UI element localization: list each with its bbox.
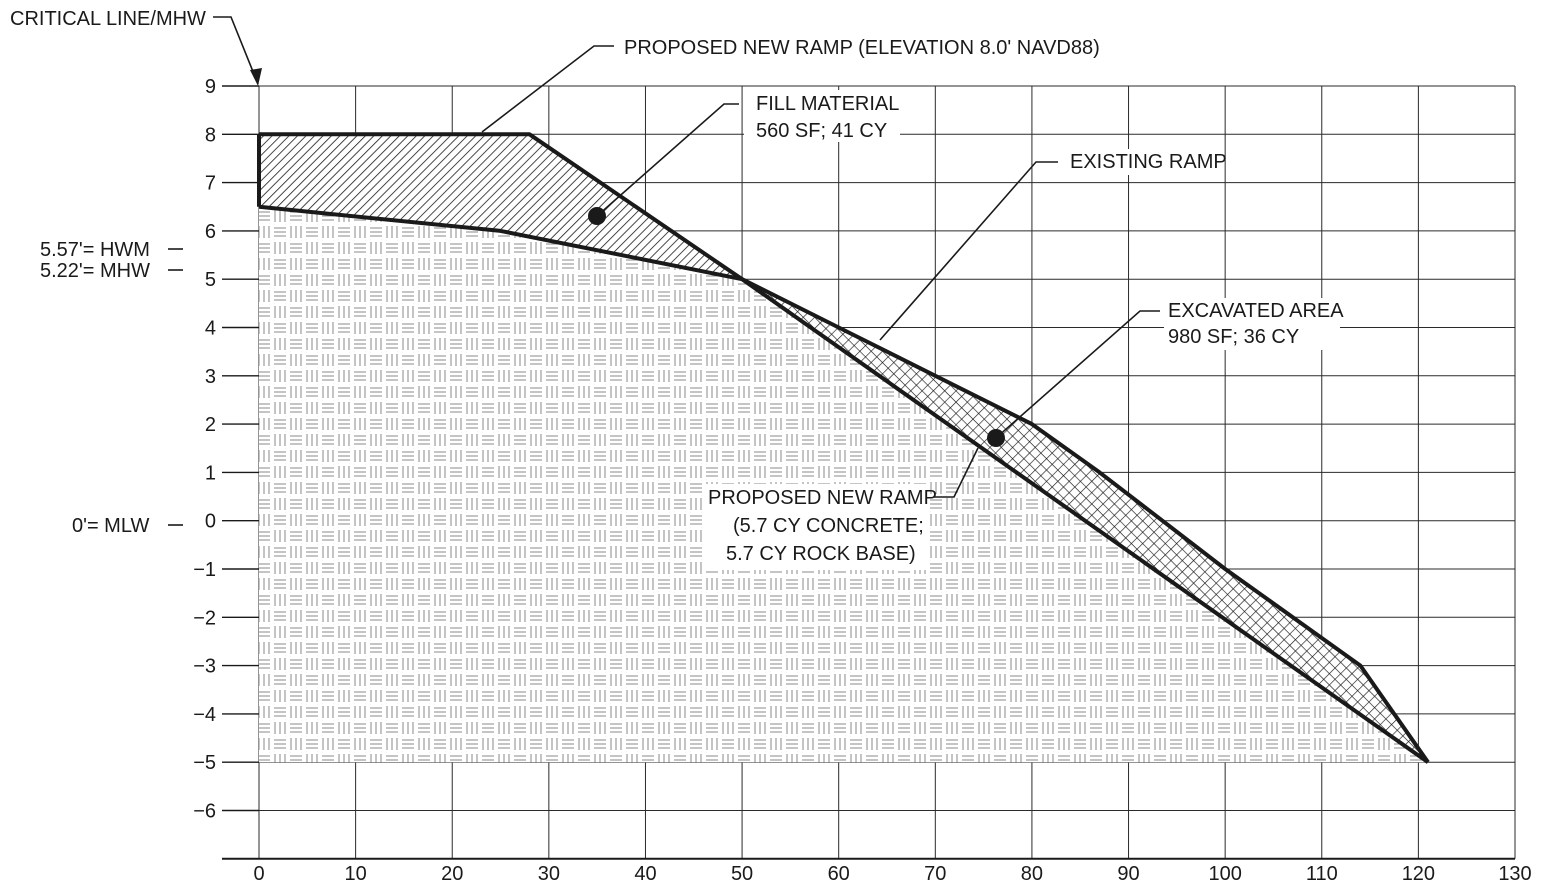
critical-line-leader bbox=[213, 16, 259, 85]
y-tick-label-13: −4 bbox=[193, 704, 216, 726]
proposed-ramp-bottom-concrete: (5.7 CY CONCRETE; bbox=[733, 515, 924, 537]
y-tick-label-4: 5 bbox=[205, 269, 216, 291]
y-tick-label-2: 7 bbox=[205, 173, 216, 195]
y-tick-label-11: −2 bbox=[193, 607, 216, 629]
hwm-label: 5.57'= HWM bbox=[40, 239, 150, 261]
excavated-area-dot bbox=[987, 429, 1005, 447]
y-tick-label-7: 2 bbox=[205, 414, 216, 436]
excavated-area-value: 980 SF; 36 CY bbox=[1168, 326, 1299, 348]
x-tick-label-11: 110 bbox=[1306, 863, 1338, 885]
fill-material-value: 560 SF; 41 CY bbox=[756, 120, 887, 142]
leader-lines bbox=[168, 16, 1160, 526]
y-tick-label-5: 4 bbox=[205, 318, 216, 340]
proposed-ramp-top-leader bbox=[481, 45, 614, 133]
annotation-labels: CRITICAL LINE/MHW PROPOSED NEW RAMP (ELE… bbox=[10, 8, 1344, 565]
y-tick-label-15: −6 bbox=[193, 801, 216, 823]
y-tick-label-3: 6 bbox=[205, 221, 216, 243]
y-tick-label-8: 1 bbox=[205, 462, 216, 484]
critical-line-arrowhead bbox=[250, 68, 262, 86]
x-tick-label-10: 100 bbox=[1208, 863, 1241, 885]
x-tick-label-9: 90 bbox=[1117, 863, 1139, 885]
x-tick-label-2: 20 bbox=[441, 863, 463, 885]
fill-material-dot bbox=[588, 207, 606, 225]
y-tick-label-14: −5 bbox=[193, 752, 216, 774]
x-tick-label-5: 50 bbox=[731, 863, 753, 885]
y-tick-label-0: 9 bbox=[205, 76, 216, 98]
mhw-label: 5.22'= MHW bbox=[40, 260, 150, 282]
excavated-area-label: EXCAVATED AREA bbox=[1168, 300, 1344, 322]
critical-line-label: CRITICAL LINE/MHW bbox=[10, 8, 206, 30]
y-tick-label-1: 8 bbox=[205, 124, 216, 146]
callout-dots bbox=[588, 207, 1005, 447]
x-tick-label-4: 40 bbox=[634, 863, 656, 885]
excavated-area-leader bbox=[995, 310, 1160, 439]
y-tick-label-12: −3 bbox=[193, 656, 216, 678]
fill-material-area bbox=[259, 134, 743, 280]
existing-ramp-line bbox=[258, 204, 1430, 764]
ramp-lines bbox=[257, 132, 1430, 764]
y-tick-label-10: −1 bbox=[193, 559, 216, 581]
x-tick-label-12: 120 bbox=[1402, 863, 1435, 885]
proposed-ramp-bottom-label: PROPOSED NEW RAMP bbox=[708, 487, 937, 509]
existing-ramp-leader bbox=[879, 161, 1058, 341]
mlw-label: 0'= MLW bbox=[72, 515, 149, 537]
x-tick-label-1: 10 bbox=[344, 863, 366, 885]
x-tick-label-7: 70 bbox=[924, 863, 946, 885]
fill-material-label: FILL MATERIAL bbox=[756, 93, 899, 115]
x-tick-label-3: 30 bbox=[538, 863, 560, 885]
label-backgrounds bbox=[618, 34, 1340, 570]
y-tick-label-9: 0 bbox=[205, 511, 216, 533]
proposed-ramp-line bbox=[259, 132, 1430, 764]
x-tick-label-6: 60 bbox=[828, 863, 850, 885]
existing-ramp-label: EXISTING RAMP bbox=[1070, 151, 1227, 173]
fill-material-leader bbox=[596, 103, 739, 217]
x-tick-label-8: 80 bbox=[1021, 863, 1043, 885]
fill-layers bbox=[259, 134, 1428, 763]
x-tick-label-13: 130 bbox=[1498, 863, 1531, 885]
y-tick-label-6: 3 bbox=[205, 366, 216, 388]
proposed-ramp-top-label: PROPOSED NEW RAMP (ELEVATION 8.0' NAVD88… bbox=[624, 37, 1100, 59]
proposed-ramp-bottom-leader bbox=[934, 447, 979, 498]
proposed-ramp-bottom-rockbase: 5.7 CY ROCK BASE) bbox=[726, 543, 916, 565]
x-tick-label-0: 0 bbox=[253, 863, 264, 885]
